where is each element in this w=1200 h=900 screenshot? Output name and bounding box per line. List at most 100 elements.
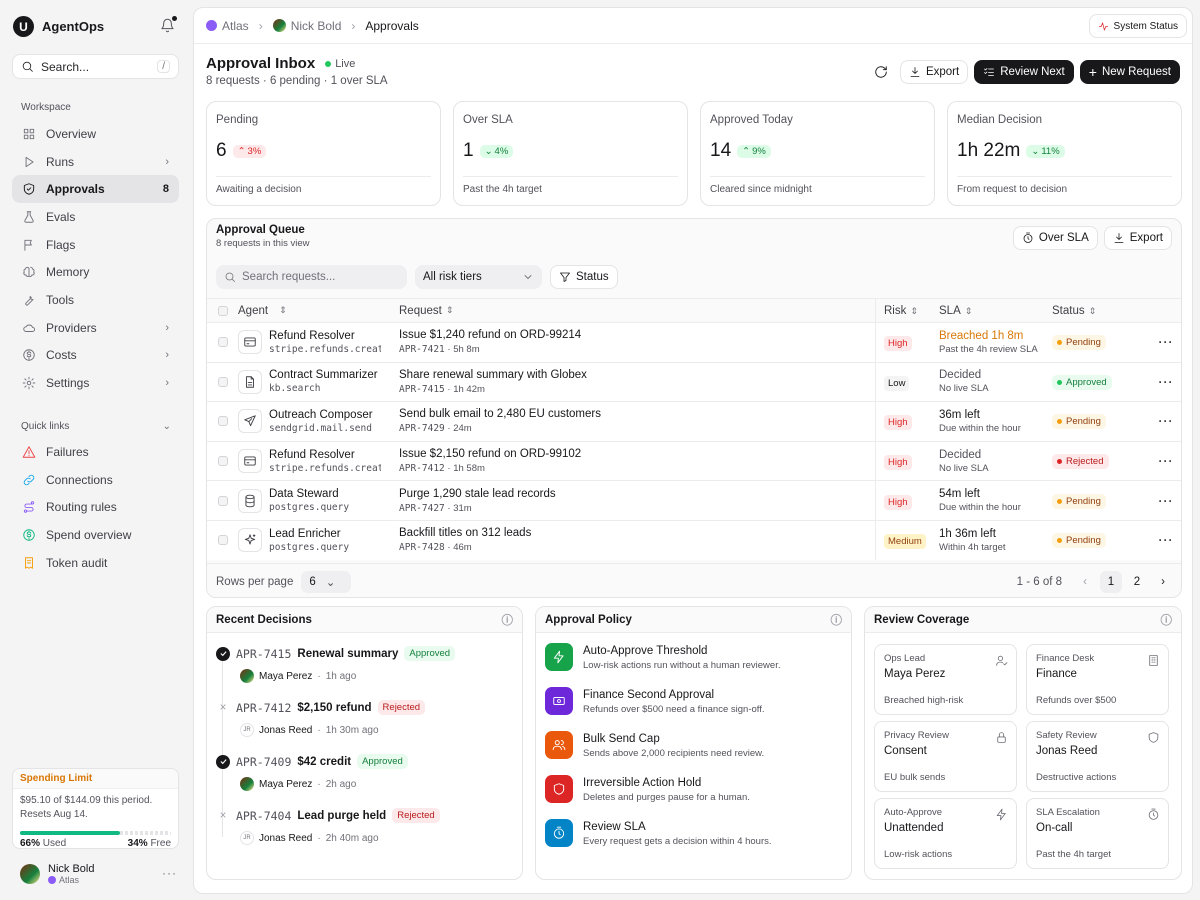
- review-next-button[interactable]: Review Next: [974, 60, 1074, 84]
- over-sla-label: Over SLA: [1038, 232, 1089, 244]
- workspace-section-label: Workspace: [21, 102, 71, 113]
- risk-filter-select[interactable]: All risk tiers: [415, 265, 542, 289]
- table-row[interactable]: Outreach Composer sendgrid.mail.send Send …: [207, 401, 1181, 441]
- row-checkbox[interactable]: [217, 535, 228, 546]
- user-profile[interactable]: Nick Bold Atlas: [20, 863, 94, 885]
- export-button[interactable]: Export: [899, 60, 969, 84]
- breadcrumb-workspace[interactable]: Atlas: [206, 19, 249, 33]
- request-title[interactable]: Send bulk email to 2,480 EU customers: [399, 408, 601, 421]
- new-request-button[interactable]: + New Request: [1079, 60, 1180, 84]
- coverage-card[interactable]: Auto-Approve Unattended Low-risk actions: [874, 798, 1017, 869]
- policy-item[interactable]: Auto-Approve Threshold Low-risk actions r…: [545, 643, 851, 687]
- policy-item[interactable]: Irreversible Action Hold Deletes and purg…: [545, 775, 851, 819]
- users-icon: [552, 740, 566, 751]
- flag-icon: [24, 239, 32, 251]
- request-title[interactable]: Issue $1,240 refund on ORD-99214: [399, 329, 582, 342]
- queue-export-button[interactable]: Export: [1103, 226, 1172, 250]
- coverage-card[interactable]: Finance Desk Finance Refunds over $500: [1026, 644, 1169, 715]
- row-checkbox[interactable]: [217, 376, 228, 387]
- row-checkbox[interactable]: [217, 416, 228, 427]
- column-risk[interactable]: Risk ⇕: [884, 304, 918, 317]
- sidebar-item-overview[interactable]: Overview: [12, 120, 179, 148]
- request-title[interactable]: Purge 1,290 stale lead records: [399, 487, 556, 500]
- quick-link-failures[interactable]: Failures: [12, 438, 179, 466]
- coverage-card[interactable]: SLA Escalation On-call Past the 4h target: [1026, 798, 1169, 869]
- decision-item[interactable]: × APR-7404 Lead purge held Rejected JR Jonas …: [216, 808, 516, 845]
- info-icon[interactable]: ⓘ: [501, 614, 514, 627]
- coverage-grid: Ops Lead Maya Perez Breached high-risk Fina…: [874, 644, 1169, 869]
- select-all-checkbox[interactable]: [217, 305, 228, 316]
- sla-note: No live SLA: [939, 462, 989, 474]
- column-status[interactable]: Status ⇕: [1052, 304, 1097, 317]
- refresh-button[interactable]: [867, 60, 894, 84]
- decision-item[interactable]: APR-7415 Renewal summary Approved Maya Pere…: [216, 646, 516, 683]
- page-button-2[interactable]: 2: [1133, 575, 1141, 588]
- more-icon[interactable]: ···: [162, 866, 177, 880]
- table-row[interactable]: Refund Resolver stripe.refunds.create Issu…: [207, 322, 1181, 362]
- bell-icon[interactable]: [160, 18, 175, 33]
- arrow-up-icon: ⌃: [237, 145, 246, 157]
- column-agent[interactable]: Agent ⇕: [238, 304, 287, 317]
- quick-link-routing-rules[interactable]: Routing rules: [12, 493, 179, 521]
- coverage-card[interactable]: Privacy Review Consent EU bulk sends: [874, 721, 1017, 792]
- quick-link-connections[interactable]: Connections: [12, 466, 179, 494]
- queue-search-input[interactable]: Search requests...: [216, 265, 407, 289]
- table-row[interactable]: Contract Summarizer kb.search Share renewa…: [207, 361, 1181, 402]
- row-more-button[interactable]: ···: [1158, 335, 1174, 350]
- table-row[interactable]: Lead Enricher postgres.query Backfill titl…: [207, 519, 1181, 560]
- decision-item[interactable]: APR-7409 $42 credit Approved Maya Perez · 2h …: [216, 754, 516, 791]
- row-more-button[interactable]: ···: [1158, 374, 1174, 389]
- sidebar-item-memory[interactable]: Memory: [12, 258, 179, 286]
- row-more-button[interactable]: ···: [1158, 533, 1174, 548]
- request-title[interactable]: Backfill titles on 312 leads: [399, 527, 532, 540]
- sidebar-item-providers[interactable]: Providers ›: [12, 314, 179, 342]
- sidebar-item-approvals[interactable]: Approvals 8: [12, 175, 179, 204]
- row-checkbox[interactable]: [217, 337, 228, 348]
- sidebar-item-evals[interactable]: Evals: [12, 203, 179, 231]
- row-more-button[interactable]: ···: [1158, 414, 1174, 429]
- info-icon[interactable]: ⓘ: [830, 614, 843, 627]
- status-filter-button[interactable]: Status: [550, 265, 618, 289]
- row-more-button[interactable]: ···: [1158, 493, 1174, 508]
- request-title[interactable]: Issue $2,150 refund on ORD-99102: [399, 448, 582, 461]
- row-checkbox[interactable]: [217, 495, 228, 506]
- column-request[interactable]: Request ⇕: [399, 299, 876, 322]
- sla-value: Decided: [939, 369, 982, 382]
- system-status-button[interactable]: System Status: [1088, 14, 1187, 38]
- next-page-button[interactable]: ›: [1161, 575, 1165, 588]
- brand[interactable]: U AgentOps: [13, 16, 104, 37]
- quick-link-token-audit[interactable]: Token audit: [12, 549, 179, 577]
- policy-item[interactable]: Review SLA Every request gets a decision …: [545, 819, 851, 863]
- sidebar-item-tools[interactable]: Tools: [12, 286, 179, 314]
- sidebar-item-flags[interactable]: Flags: [12, 231, 179, 259]
- check-icon: [216, 754, 230, 769]
- row-more-button[interactable]: ···: [1158, 454, 1174, 469]
- info-icon[interactable]: ⓘ: [1160, 614, 1173, 627]
- stat-value: 14: [710, 140, 732, 161]
- breadcrumb-user[interactable]: Nick Bold: [272, 19, 341, 33]
- search-input[interactable]: Search... /: [12, 54, 179, 79]
- coverage-card[interactable]: Safety Review Jonas Reed Destructive actio…: [1026, 721, 1169, 792]
- policy-item[interactable]: Finance Second Approval Refunds over $500…: [545, 687, 851, 731]
- row-checkbox[interactable]: [217, 456, 228, 467]
- page-button-1[interactable]: 1: [1100, 570, 1122, 593]
- sla-value: 36m left: [939, 408, 980, 421]
- sidebar-item-costs[interactable]: Costs ›: [12, 342, 179, 370]
- table-row[interactable]: Refund Resolver stripe.refunds.create Issu…: [207, 440, 1181, 481]
- policy-item[interactable]: Bulk Send Cap Sends above 2,000 recipient…: [545, 731, 851, 775]
- table-row[interactable]: Data Steward postgres.query Purge 1,290 st…: [207, 480, 1181, 520]
- sidebar-item-runs[interactable]: Runs ›: [12, 148, 179, 176]
- prev-page-button[interactable]: ‹: [1083, 575, 1087, 588]
- gear-icon: [22, 376, 36, 390]
- quick-links-label[interactable]: Quick links ⌄: [21, 421, 171, 432]
- coverage-card[interactable]: Ops Lead Maya Perez Breached high-risk: [874, 644, 1017, 715]
- chevron-down-icon: ⌄: [162, 421, 171, 432]
- rows-per-page-select[interactable]: 6 ⌄: [301, 570, 352, 593]
- decision-item[interactable]: × APR-7412 $2,150 refund Rejected JR Jonas Re…: [216, 700, 516, 737]
- over-sla-button[interactable]: Over SLA: [1012, 226, 1098, 250]
- column-sla[interactable]: SLA ⇕: [939, 304, 973, 317]
- quick-link-spend-overview[interactable]: Spend overview: [12, 521, 179, 549]
- policy-description: Refunds over $500 need a finance sign-of…: [583, 704, 765, 715]
- request-title[interactable]: Share renewal summary with Globex: [399, 368, 587, 381]
- sidebar-item-settings[interactable]: Settings ›: [12, 369, 179, 397]
